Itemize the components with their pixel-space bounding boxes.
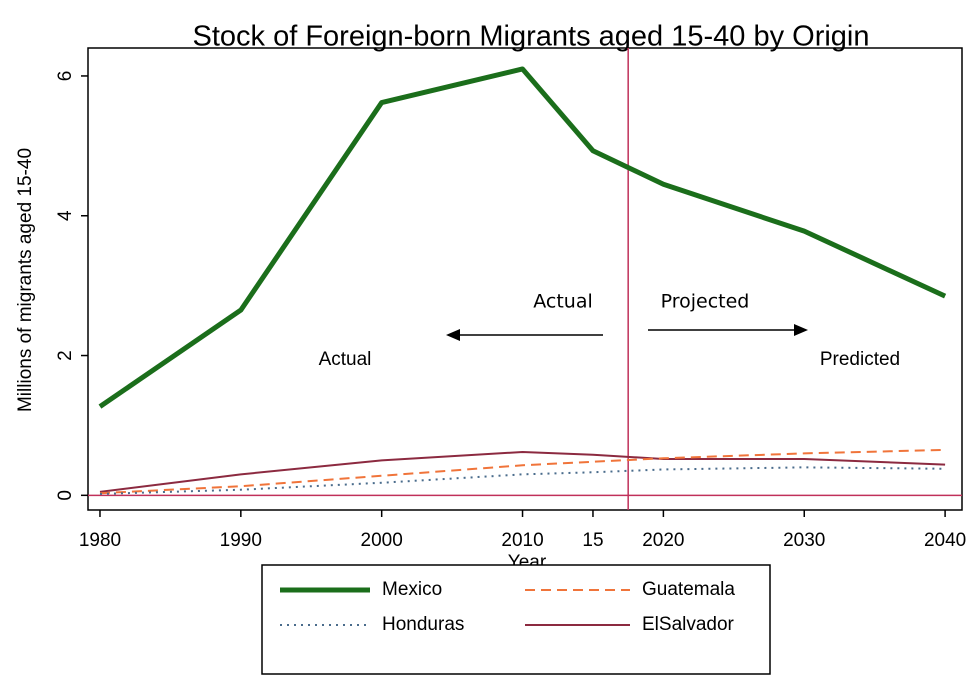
annotation: Predicted [820, 349, 900, 370]
x-tick-label: 2010 [501, 530, 543, 551]
annotation: Actual [319, 349, 372, 370]
legend-label: ElSalvador [642, 614, 735, 635]
x-tick-label: 15 [582, 530, 603, 551]
legend-box [261, 564, 771, 675]
x-tick-label: 2040 [924, 530, 966, 551]
legend-label: Honduras [382, 614, 464, 635]
series-line [99, 466, 946, 495]
y-tick-label: 2 [55, 350, 76, 361]
annotation: Projected [661, 291, 750, 313]
series-line [99, 448, 946, 495]
arrow [446, 329, 603, 341]
series-line [98, 66, 947, 409]
x-tick-label: 2020 [642, 530, 684, 551]
legend-label: Guatemala [642, 579, 735, 600]
plot-frame [87, 47, 963, 511]
y-tick-label: 0 [55, 490, 76, 501]
y-tick-label: 6 [55, 71, 76, 82]
x-tick-label: 2030 [783, 530, 825, 551]
x-tick-label: 1980 [79, 530, 121, 551]
annotation: Actual [533, 291, 593, 313]
legend-label: Mexico [382, 579, 442, 600]
series-line [99, 450, 946, 493]
y-axis-label: Millions of migrants aged 15-40 [15, 148, 36, 412]
x-tick-label: 1990 [220, 530, 262, 551]
arrow [648, 324, 808, 336]
y-tick-label: 4 [55, 210, 76, 221]
x-tick-label: 2000 [361, 530, 403, 551]
